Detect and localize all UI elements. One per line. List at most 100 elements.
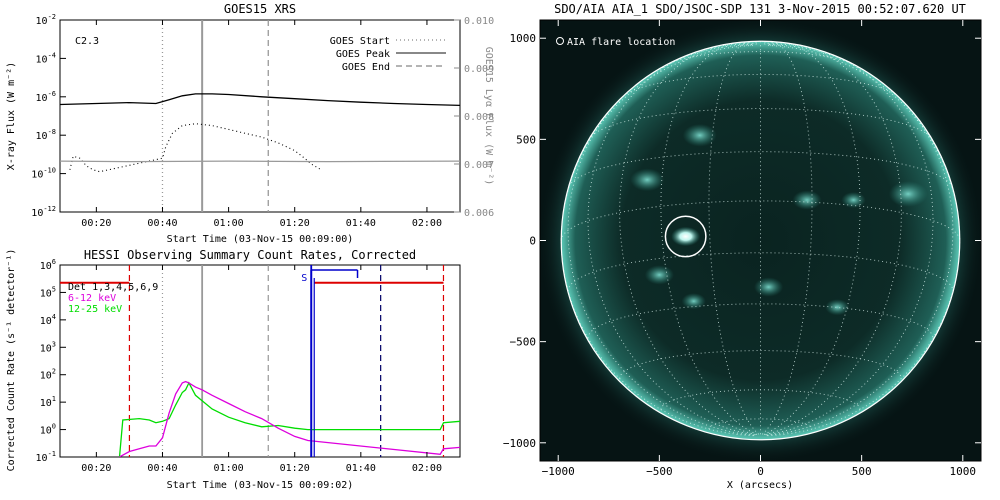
hessi-x-tick-label: 01:00 [214,463,244,474]
goes-x-tick-label: 01:00 [214,218,244,229]
hessi-chart-title: HESSI Observing Summary Count Rates, Cor… [84,248,416,262]
hessi-x-axis-label: Start Time (03-Nov-15 00:09:02) [167,480,354,491]
goes-flare-class: C2.3 [75,36,99,47]
aia-x-axis-label: X (arcsecs) [727,480,793,491]
aia-x-tick-label: −500 [646,465,673,478]
hessi-x-tick-label: 00:20 [81,463,111,474]
longitude-grid-line [567,44,754,436]
goes-x-tick-label: 01:20 [280,218,310,229]
aia-x-tick-label: −1000 [542,465,575,478]
goes-series-line-1 [69,123,322,173]
aia-y-tick-label: 1000 [510,32,537,45]
hessi-event-lines [128,265,445,457]
hessi-series-group [60,281,460,457]
hessi-y-tick-label: 100 [40,423,56,437]
aia-y-tick-label: −1000 [503,437,536,450]
hessi-y-tick-label: 105 [40,285,56,299]
longitude-grid-line [763,41,861,435]
latitude-grid-line [619,73,902,103]
hessi-y-tick-label: 102 [40,368,56,382]
hessi-legend-label: 12-25 keV [68,304,122,315]
longitude-grid-line [587,43,755,436]
hessi-legend-label: Det 1,3,4,5,6,9 [68,282,158,293]
active-region-glow [888,181,928,207]
hessi-y-tick-label: 106 [40,258,56,272]
hessi-saa-marker: S [301,269,359,457]
sun-disk [561,41,960,440]
longitude-grid-line [766,43,934,436]
hessi-series-line-6-12-kev [119,380,460,457]
flare-legend-label: AIA flare location [567,37,675,48]
goes-plot-frame [59,19,461,213]
goes-x-tick-label: 00:40 [147,218,177,229]
aia-y-ticks: 1000 500 0 −500 −1000 [503,32,981,450]
active-region-glow [630,168,665,192]
longitude-grid-line [765,42,902,436]
hessi-x-tick-label: 01:20 [280,463,310,474]
saa-label: S [301,273,307,284]
goes-x-axis-label: Start Time (03-Nov-15 00:09:00) [167,234,354,245]
flare-legend-symbol [556,37,564,45]
active-region-glow [682,123,717,147]
flare-location-circle [664,215,707,258]
hessi-y-tick-label: 103 [40,340,56,354]
aia-y-tick-label: 0 [529,235,536,248]
goes-x-tick-label: 02:00 [412,218,442,229]
goes-legend-label: GOES End [342,62,390,73]
hessi-y-tick-label: 101 [40,395,56,409]
goes-y-tick-label: 10-2 [36,13,56,27]
aia-x-ticks: −1000 −500 0 500 1000 [542,20,976,478]
flare-bright-kernel [671,226,701,247]
hessi-plot-frame [59,264,461,458]
goes-right-tick-label: 0.009 [464,64,494,75]
goes-y-ticks: 10-2 10-4 10-6 10-8 10-10 10-12 [31,13,66,219]
goes-right-tick-label: 0.010 [464,16,494,27]
goes-legend-label: GOES Start [330,36,390,47]
goes-xrs-panel: GOES15 XRS 00:20 00:40 01:00 01:20 01:40 02:0… [6,2,494,245]
active-region-glow [754,277,784,297]
hessi-y-ticks: 106 105 104 103 102 101 100 10-1 [36,258,66,464]
latitude-grid-line [619,350,902,379]
goes-legend-label: GOES Peak [336,49,390,60]
goes-y-tick-label: 10-12 [31,205,56,219]
goes-x-tick-label: 01:40 [346,218,376,229]
goes-right-tick-label: 0.006 [464,208,494,219]
latitude-grid-line [660,389,861,410]
hessi-x-ticks: 00:20 00:40 01:00 01:20 01:40 02:00 [81,265,442,474]
goes-right-y-axis-label: GOES15 Lyα Flux (W m⁻²) [483,47,494,185]
active-region-glow [792,190,822,210]
longitude-grid-line [660,41,758,435]
hessi-y-tick-label: 10-1 [36,450,56,464]
longitude-grid-line [767,44,954,436]
aia-image-content [540,20,981,461]
goes-legend: GOES Start GOES Peak GOES End [330,36,446,73]
goes-y-tick-label: 10-10 [31,167,56,181]
longitude-grid-line [619,42,756,436]
aia-image-title: SDO/AIA AIA_1 SDO/JSOC-SDP 131 3-Nov-201… [554,2,966,16]
latitude-grid-line [660,51,861,72]
goes-series-group [60,93,460,173]
goes-y-tick-label: 10-8 [36,128,56,142]
solar-limb-outline [560,40,961,441]
goes-y-axis-label: X-ray Flux (W m⁻²) [6,62,17,170]
hessi-x-tick-label: 00:40 [147,463,177,474]
hessi-panel: HESSI Observing Summary Count Rates, Cor… [6,248,461,491]
goes-chart-title: GOES15 XRS [224,2,296,16]
longitude-grid-line [761,41,813,435]
goes-x-tick-label: 00:20 [81,218,111,229]
aia-image-panel: SDO/AIA AIA_1 SDO/JSOC-SDP 131 3-Nov-201… [503,2,982,491]
hessi-series-line-12-25-kev [118,381,460,457]
goes-series-line-0 [60,93,460,107]
aia-x-tick-label: 0 [757,465,764,478]
active-region-glow [841,191,866,209]
hessi-y-tick-label: 104 [40,313,56,327]
goes-series-line-2 [60,160,460,163]
goes-y-tick-label: 10-4 [36,51,56,65]
goes-right-tick-label: 0.008 [464,112,494,123]
active-region-glow [681,293,706,310]
active-region-glow [644,265,674,285]
hessi-x-tick-label: 02:00 [412,463,442,474]
longitude-grid-line [708,41,760,435]
